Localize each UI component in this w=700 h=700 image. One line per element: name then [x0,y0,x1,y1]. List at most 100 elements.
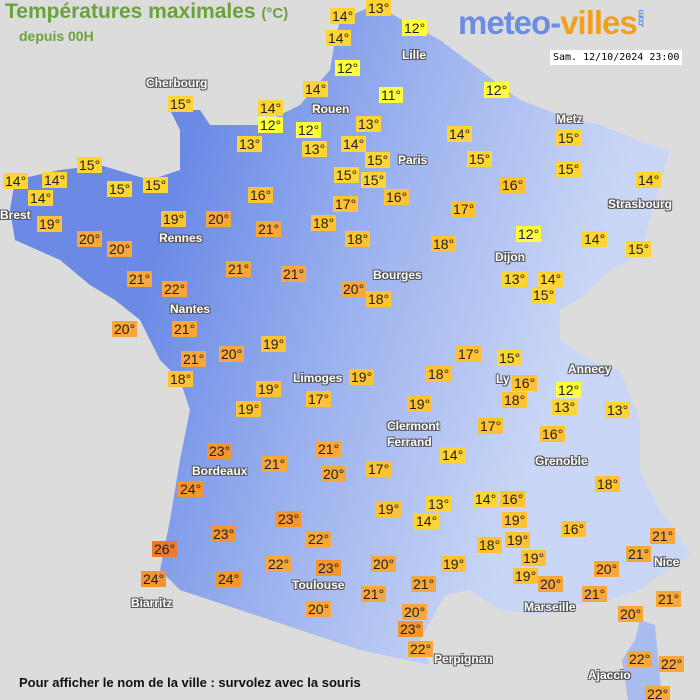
temperature-label[interactable]: 12° [335,60,361,76]
temperature-label[interactable]: 14° [341,136,367,152]
temperature-label[interactable]: 18° [595,476,621,492]
temperature-label[interactable]: 18° [311,215,337,231]
temperature-label[interactable]: 22° [627,651,653,667]
temperature-label[interactable]: 19° [521,550,547,566]
temperature-label[interactable]: 16° [561,521,587,537]
temperature-label[interactable]: 15° [107,181,133,197]
temperature-label[interactable]: 20° [341,281,367,297]
temperature-label[interactable]: 21° [626,546,652,562]
temperature-label[interactable]: 13° [356,116,382,132]
temperature-label[interactable]: 21° [582,586,608,602]
temperature-label[interactable]: 16° [512,375,538,391]
temperature-label[interactable]: 22° [162,281,188,297]
temperature-label[interactable]: 13° [552,399,578,415]
temperature-label[interactable]: 20° [77,231,103,247]
temperature-label[interactable]: 17° [456,346,482,362]
temperature-label[interactable]: 16° [384,189,410,205]
temperature-label[interactable]: 19° [513,568,539,584]
temperature-label[interactable]: 18° [431,236,457,252]
temperature-label[interactable]: 22° [408,641,434,657]
temperature-label[interactable]: 17° [333,196,359,212]
temperature-label[interactable]: 13° [237,136,263,152]
temperature-label[interactable]: 23° [398,621,424,637]
temperature-label[interactable]: 19° [502,512,528,528]
temperature-label[interactable]: 22° [659,656,685,672]
temperature-label[interactable]: 19° [441,556,467,572]
temperature-label[interactable]: 14° [447,126,473,142]
temperature-label[interactable]: 15° [334,167,360,183]
temperature-label[interactable]: 24° [178,481,204,497]
temperature-label[interactable]: 26° [152,541,178,557]
temperature-label[interactable]: 23° [211,526,237,542]
temperature-label[interactable]: 13° [605,402,631,418]
temperature-label[interactable]: 14° [330,8,356,24]
temperature-label[interactable]: 14° [28,190,54,206]
temperature-label[interactable]: 19° [236,401,262,417]
temperature-label[interactable]: 14° [473,491,499,507]
temperature-label[interactable]: 16° [248,187,274,203]
temperature-label[interactable]: 18° [502,392,528,408]
temperature-label[interactable]: 14° [440,447,466,463]
temperature-label[interactable]: 15° [168,96,194,112]
temperature-label[interactable]: 14° [636,172,662,188]
temperature-label[interactable]: 18° [477,537,503,553]
temperature-label[interactable]: 21° [316,441,342,457]
temperature-label[interactable]: 20° [107,241,133,257]
temperature-label[interactable]: 17° [478,418,504,434]
temperature-label[interactable]: 19° [349,369,375,385]
temperature-label[interactable]: 12° [402,20,428,36]
temperature-label[interactable]: 20° [306,601,332,617]
temperature-label[interactable]: 20° [538,576,564,592]
temperature-label[interactable]: 14° [538,271,564,287]
temperature-label[interactable]: 21° [172,321,198,337]
temperature-label[interactable]: 22° [306,531,332,547]
temperature-label[interactable]: 20° [618,606,644,622]
temperature-label[interactable]: 14° [414,513,440,529]
temperature-label[interactable]: 23° [316,560,342,576]
temperature-label[interactable]: 20° [594,561,620,577]
temperature-label[interactable]: 20° [206,211,232,227]
temperature-label[interactable]: 19° [261,336,287,352]
temperature-label[interactable]: 14° [326,30,352,46]
temperature-label[interactable]: 21° [181,351,207,367]
temperature-label[interactable]: 12° [296,122,322,138]
temperature-label[interactable]: 13° [426,496,452,512]
temperature-label[interactable]: 23° [276,511,302,527]
temperature-label[interactable]: 12° [258,117,284,133]
temperature-label[interactable]: 19° [256,381,282,397]
temperature-label[interactable]: 19° [505,532,531,548]
temperature-label[interactable]: 16° [500,491,526,507]
temperature-label[interactable]: 21° [281,266,307,282]
temperature-label[interactable]: 12° [484,82,510,98]
temperature-label[interactable]: 22° [266,556,292,572]
temperature-label[interactable]: 15° [556,161,582,177]
temperature-label[interactable]: 21° [361,586,387,602]
temperature-label[interactable]: 19° [376,501,402,517]
temperature-label[interactable]: 12° [556,382,582,398]
temperature-label[interactable]: 14° [258,100,284,116]
temperature-label[interactable]: 21° [650,528,676,544]
temperature-label[interactable]: 19° [161,211,187,227]
temperature-label[interactable]: 18° [426,366,452,382]
temperature-label[interactable]: 20° [371,556,397,572]
temperature-label[interactable]: 21° [127,271,153,287]
temperature-label[interactable]: 21° [656,591,682,607]
temperature-label[interactable]: 18° [168,371,194,387]
temperature-label[interactable]: 20° [219,346,245,362]
temperature-label[interactable]: 21° [411,576,437,592]
temperature-label[interactable]: 15° [365,152,391,168]
temperature-label[interactable]: 16° [500,177,526,193]
temperature-label[interactable]: 14° [582,231,608,247]
temperature-label[interactable]: 17° [366,461,392,477]
temperature-label[interactable]: 15° [556,130,582,146]
temperature-label[interactable]: 15° [361,172,387,188]
temperature-label[interactable]: 13° [366,0,392,16]
temperature-label[interactable]: 23° [207,443,233,459]
temperature-label[interactable]: 20° [112,321,138,337]
temperature-label[interactable]: 12° [516,226,542,242]
temperature-label[interactable]: 15° [77,157,103,173]
temperature-label[interactable]: 15° [467,151,493,167]
temperature-label[interactable]: 21° [262,456,288,472]
temperature-label[interactable]: 19° [407,396,433,412]
temperature-label[interactable]: 13° [302,141,328,157]
